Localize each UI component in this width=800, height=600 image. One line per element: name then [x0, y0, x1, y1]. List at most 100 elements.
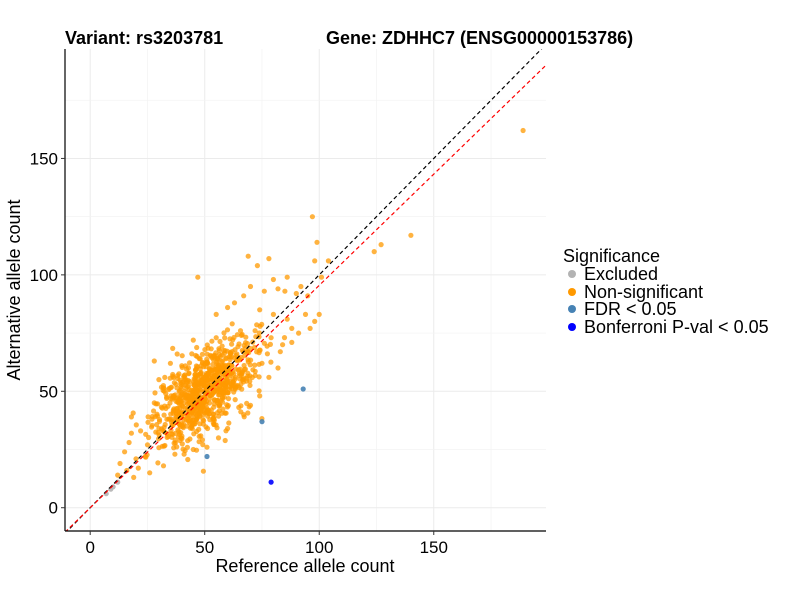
point-non-significant	[204, 444, 210, 450]
point-non-significant	[178, 430, 184, 436]
point-non-significant	[281, 335, 288, 341]
point-non-significant	[163, 391, 169, 397]
point-non-significant	[231, 389, 237, 395]
point-non-significant	[245, 370, 251, 376]
point-non-significant	[244, 349, 250, 355]
point-non-significant	[275, 286, 281, 292]
point-non-significant	[180, 446, 186, 452]
point-non-significant	[169, 431, 176, 437]
point-non-significant	[128, 414, 134, 420]
point-non-significant	[242, 353, 248, 359]
point-non-significant	[302, 311, 309, 317]
point-non-significant	[232, 397, 238, 403]
point-non-significant	[314, 239, 320, 245]
point-non-significant	[117, 460, 123, 467]
point-non-significant	[213, 350, 219, 356]
point-non-significant	[149, 416, 155, 422]
point-non-significant	[196, 371, 202, 377]
point-non-significant	[213, 335, 219, 341]
point-fdr-0-05	[300, 386, 306, 392]
point-non-significant	[408, 232, 414, 238]
point-non-significant	[135, 465, 141, 471]
point-non-significant	[156, 425, 162, 432]
point-non-significant	[224, 376, 230, 382]
x-tick-label: 0	[85, 538, 94, 557]
point-non-significant	[145, 419, 151, 425]
point-non-significant	[256, 374, 262, 380]
point-non-significant	[236, 385, 242, 391]
point-non-significant	[256, 388, 262, 394]
point-non-significant	[210, 420, 216, 426]
legend: Significance Excluded Non-significant FD…	[563, 246, 769, 337]
point-non-significant	[180, 424, 186, 430]
point-non-significant	[194, 397, 200, 404]
point-non-significant	[221, 330, 227, 336]
point-non-significant	[244, 341, 251, 347]
point-non-significant	[178, 398, 184, 404]
point-non-significant	[247, 382, 253, 388]
series-fdr-0-05	[204, 386, 306, 460]
point-non-significant	[267, 341, 273, 347]
point-non-significant	[142, 453, 148, 460]
point-non-significant	[190, 446, 196, 453]
point-non-significant	[241, 293, 247, 299]
point-non-significant	[214, 398, 221, 404]
point-non-significant	[237, 366, 243, 372]
point-non-significant	[266, 374, 272, 380]
point-non-significant	[146, 434, 152, 441]
point-non-significant	[151, 408, 157, 414]
point-non-significant	[284, 316, 290, 322]
point-non-significant	[250, 367, 256, 373]
point-non-significant	[520, 127, 526, 134]
point-non-significant	[174, 351, 180, 357]
point-non-significant	[186, 370, 192, 376]
point-non-significant	[277, 349, 283, 355]
point-non-significant	[169, 396, 175, 402]
point-non-significant	[252, 372, 258, 378]
point-bonferroni-p-val-0-05	[268, 479, 274, 485]
point-non-significant	[229, 341, 235, 347]
y-tick-label: 0	[49, 499, 58, 518]
legend-item-bonferroni: Bonferroni P-val < 0.05	[568, 317, 769, 337]
point-non-significant	[217, 353, 223, 360]
point-non-significant	[243, 334, 249, 340]
point-non-significant	[178, 410, 184, 416]
point-non-significant	[234, 351, 240, 357]
point-non-significant	[219, 394, 226, 400]
legend-key-non-significant	[568, 288, 576, 296]
legend-key-bonferroni	[568, 323, 576, 331]
point-non-significant	[164, 416, 170, 422]
point-non-significant	[167, 375, 173, 381]
legend-label-fdr: FDR < 0.05	[584, 299, 677, 319]
point-non-significant	[185, 365, 191, 371]
point-non-significant	[270, 311, 276, 317]
point-non-significant	[179, 441, 185, 447]
point-non-significant	[186, 413, 192, 419]
point-non-significant	[172, 440, 178, 446]
point-non-significant	[266, 256, 272, 262]
point-non-significant	[189, 351, 195, 357]
point-non-significant	[156, 418, 163, 424]
point-non-significant	[222, 437, 228, 444]
point-non-significant	[210, 361, 216, 368]
point-non-significant	[234, 332, 240, 338]
point-non-significant	[275, 365, 281, 371]
data-points	[103, 127, 526, 497]
point-non-significant	[268, 335, 274, 341]
point-non-significant	[268, 359, 274, 365]
point-non-significant	[289, 339, 295, 345]
point-non-significant	[228, 382, 234, 388]
y-axis-title: Alternative allele count	[4, 199, 24, 380]
point-non-significant	[247, 283, 254, 290]
point-non-significant	[198, 363, 204, 369]
point-fdr-0-05	[259, 419, 265, 425]
point-non-significant	[184, 379, 190, 385]
chart-title-variant: Variant: rs3203781	[65, 28, 223, 48]
point-non-significant	[200, 442, 206, 448]
point-non-significant	[298, 283, 304, 290]
point-non-significant	[156, 445, 162, 451]
legend-label-bonferroni: Bonferroni P-val < 0.05	[584, 317, 769, 337]
point-non-significant	[238, 403, 244, 409]
point-non-significant	[184, 392, 190, 399]
point-non-significant	[312, 318, 318, 324]
